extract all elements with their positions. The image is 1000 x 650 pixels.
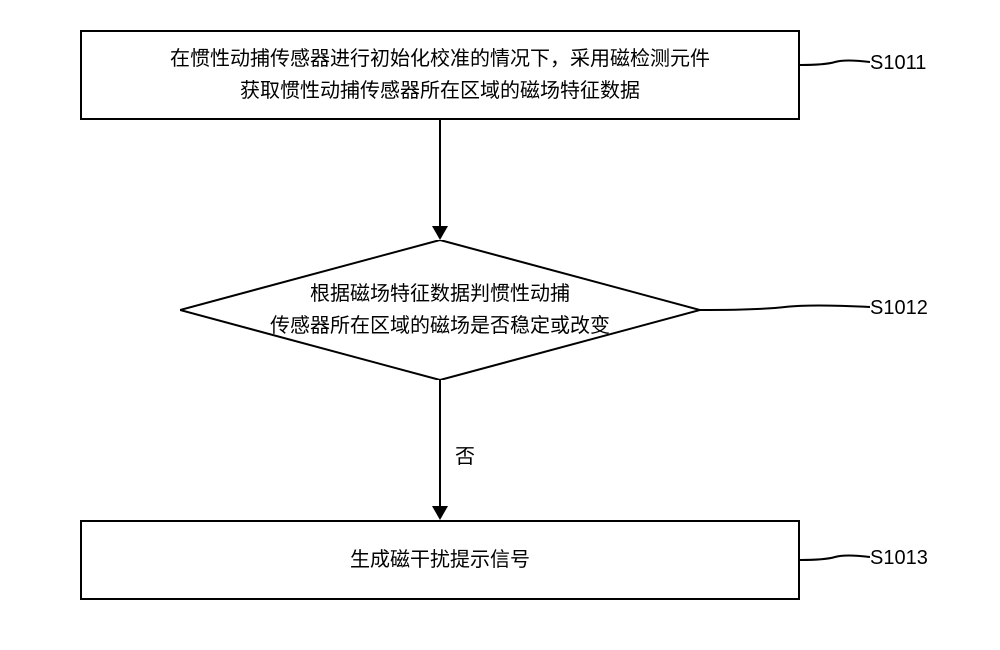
decision-step-2-text: 根据磁场特征数据判惯性动捕 传感器所在区域的磁场是否稳定或改变 (230, 278, 650, 342)
process-step-1: 在惯性动捕传感器进行初始化校准的情况下，采用磁检测元件 获取惯性动捕传感器所在区… (80, 30, 800, 120)
connector-s1013 (800, 545, 870, 575)
label-s1013: S1013 (870, 547, 928, 570)
decision-step-2: 根据磁场特征数据判惯性动捕 传感器所在区域的磁场是否稳定或改变 (180, 240, 700, 380)
flowchart-container: 在惯性动捕传感器进行初始化校准的情况下，采用磁检测元件 获取惯性动捕传感器所在区… (0, 0, 1000, 650)
process-step-3: 生成磁干扰提示信号 (80, 520, 800, 600)
label-s1012: S1012 (870, 297, 928, 320)
arrow-2-head (432, 506, 448, 520)
connector-s1012 (700, 295, 870, 325)
connector-s1011 (800, 50, 870, 80)
arrow-1-line (439, 120, 441, 228)
label-s1011: S1011 (870, 52, 926, 75)
arrow-1-head (432, 226, 448, 240)
process-step-1-text: 在惯性动捕传感器进行初始化校准的情况下，采用磁检测元件 获取惯性动捕传感器所在区… (170, 43, 710, 107)
process-step-3-text: 生成磁干扰提示信号 (350, 544, 530, 576)
arrow-2-line (439, 380, 441, 508)
edge-label-no: 否 (455, 440, 475, 469)
